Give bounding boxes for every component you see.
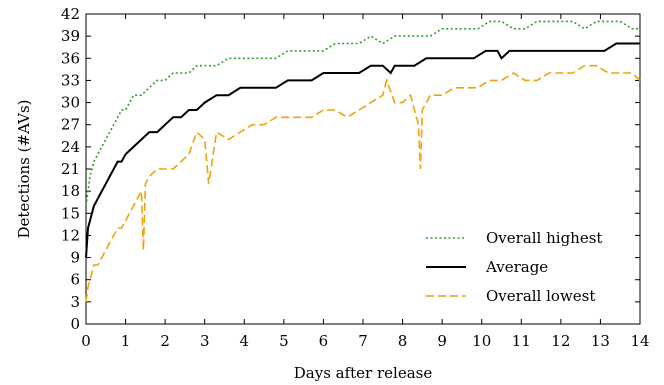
- y-tick-label: 6: [70, 271, 80, 289]
- series-layer: [85, 20, 641, 303]
- y-tick-label: 9: [70, 249, 80, 267]
- x-tick-label: 12: [551, 332, 570, 350]
- plot-frame: [85, 13, 641, 325]
- x-tick-label: 13: [591, 332, 610, 350]
- x-tick-label: 2: [160, 332, 170, 350]
- y-tick-label: 24: [61, 138, 80, 156]
- y-tick-label: 21: [61, 160, 80, 178]
- x-tick-label: 9: [437, 332, 447, 350]
- x-tick-label: 5: [279, 332, 289, 350]
- x-tick-label: 6: [319, 332, 329, 350]
- x-tick-label: 1: [121, 332, 131, 350]
- y-tick-label: 18: [61, 182, 80, 200]
- series-line-overall-highest: [85, 20, 640, 207]
- x-tick-label: 11: [512, 332, 531, 350]
- x-tick-label: 4: [240, 332, 250, 350]
- y-tick-label: 3: [70, 293, 80, 311]
- legend-label: Average: [485, 258, 548, 276]
- y-tick-label: 0: [70, 315, 80, 333]
- y-tick-label: 33: [61, 71, 80, 89]
- x-tick-label: 3: [200, 332, 210, 350]
- y-tick-label: 36: [61, 49, 80, 67]
- y-tick-label: 42: [61, 5, 80, 23]
- y-tick-label: 30: [61, 94, 80, 112]
- y-tick-label: 27: [61, 116, 80, 134]
- legend-label: Overall lowest: [486, 287, 595, 305]
- x-axis-title: Days after release: [294, 364, 433, 382]
- series-line-average: [85, 42, 640, 258]
- legend: Overall highest Average Overall lowest: [426, 229, 602, 305]
- x-tick-label: 0: [81, 332, 91, 350]
- y-tick-label: 12: [61, 226, 80, 244]
- series-line-overall-lowest: [85, 64, 641, 303]
- x-tick-label: 14: [630, 332, 649, 350]
- y-axis-title: Detections (#AVs): [15, 99, 33, 238]
- x-tick-label: 10: [472, 332, 491, 350]
- y-tick-label: 39: [61, 27, 80, 45]
- x-tick-label: 7: [358, 332, 368, 350]
- legend-label: Overall highest: [486, 229, 602, 247]
- x-tick-label: 8: [398, 332, 408, 350]
- axes: 0 1 2 3 4 5 6 7 8 9 10 11 12 13 1403691215182124273033…: [15, 5, 650, 382]
- y-tick-label: 15: [61, 204, 80, 222]
